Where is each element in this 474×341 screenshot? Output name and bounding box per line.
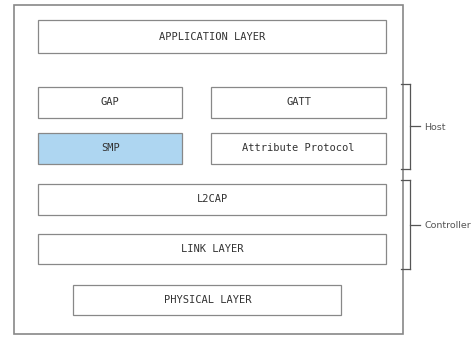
Text: GAP: GAP xyxy=(101,97,119,107)
Bar xyxy=(38,133,182,164)
Text: Host: Host xyxy=(424,123,446,132)
Text: Attribute Protocol: Attribute Protocol xyxy=(242,143,355,153)
Bar xyxy=(14,5,403,334)
Bar xyxy=(38,184,386,215)
Text: APPLICATION LAYER: APPLICATION LAYER xyxy=(159,32,265,42)
Bar xyxy=(38,234,386,264)
Bar xyxy=(73,285,341,315)
Text: GATT: GATT xyxy=(286,97,311,107)
Text: Controller: Controller xyxy=(424,221,471,229)
Bar xyxy=(211,133,386,164)
Bar xyxy=(38,87,182,118)
Bar xyxy=(211,87,386,118)
Text: PHYSICAL LAYER: PHYSICAL LAYER xyxy=(164,295,251,305)
Bar xyxy=(38,20,386,53)
Text: LINK LAYER: LINK LAYER xyxy=(181,244,243,254)
Text: L2CAP: L2CAP xyxy=(197,194,228,205)
Text: SMP: SMP xyxy=(101,143,119,153)
